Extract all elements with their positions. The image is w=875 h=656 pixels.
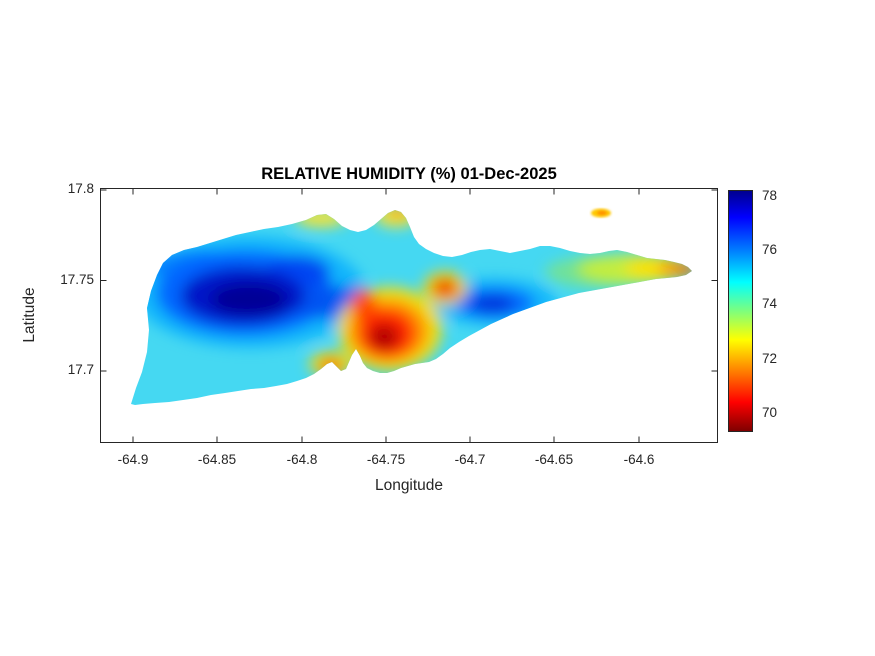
axis-tick-marks	[100, 188, 718, 443]
colorbar-tick-label: 70	[762, 405, 778, 420]
axes-box	[100, 188, 718, 443]
colorbar-tick-label: 76	[762, 242, 778, 257]
plot-title: RELATIVE HUMIDITY (%) 01-Dec-2025	[261, 165, 557, 183]
x-tick-label: -64.65	[534, 452, 574, 467]
y-tick-label: 17.7	[67, 362, 94, 377]
y-tick-label: 17.8	[67, 181, 94, 196]
offshore-islet-patch	[591, 208, 611, 218]
colorbar	[728, 190, 753, 432]
x-tick-label: -64.9	[117, 452, 149, 467]
colorbar-tick-label: 72	[762, 351, 778, 366]
y-tick-label: 17.75	[60, 272, 94, 287]
colorbar-tick-label: 74	[762, 296, 778, 311]
colorbar-tick-label: 78	[762, 188, 778, 203]
x-axis-label: Longitude	[374, 477, 444, 494]
island-contour-field	[131, 210, 692, 405]
x-tick-label: -64.7	[454, 452, 486, 467]
y-axis-label: Latitude	[21, 287, 38, 343]
x-tick-label: -64.8	[286, 452, 318, 467]
x-tick-label: -64.75	[366, 452, 406, 467]
x-tick-label: -64.85	[197, 452, 237, 467]
x-tick-label: -64.6	[623, 452, 655, 467]
humidity-blobs	[135, 210, 692, 377]
